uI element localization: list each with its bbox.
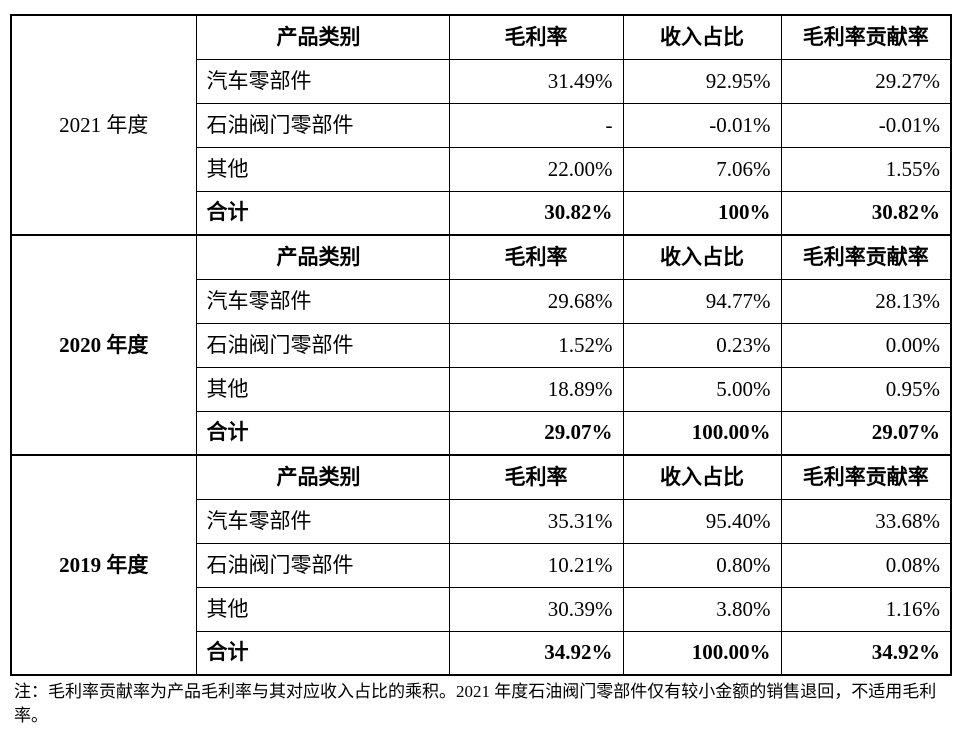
total-revenue-share: 100.00% <box>622 410 782 456</box>
revenue-share-value: 94.77% <box>622 278 782 324</box>
total-revenue-share: 100.00% <box>622 630 782 676</box>
header-contribution: 毛利率贡献率 <box>780 234 952 280</box>
header-contribution: 毛利率贡献率 <box>780 454 952 500</box>
table-row: 汽车零部件 31.49% 92.95% 29.27% <box>11 58 952 104</box>
total-row: 合计 34.92% 100.00% 34.92% <box>11 630 952 676</box>
gross-margin-value: 31.49% <box>448 58 624 104</box>
gross-margin-value: - <box>448 102 624 148</box>
header-category: 产品类别 <box>195 14 450 60</box>
header-gross-margin: 毛利率 <box>448 14 624 60</box>
gross-margin-value: 30.39% <box>448 586 624 632</box>
total-gross-margin: 34.92% <box>448 630 624 676</box>
total-contribution: 29.07% <box>780 410 952 456</box>
contribution-value: 28.13% <box>780 278 952 324</box>
total-label: 合计 <box>195 410 450 456</box>
gross-margin-contribution-table: 2021 年度 产品类别 毛利率 收入占比 毛利率贡献率 汽车零部件 31.49… <box>10 14 952 676</box>
revenue-share-value: -0.01% <box>622 102 782 148</box>
product-name: 汽车零部件 <box>195 498 450 544</box>
table-row: 汽车零部件 29.68% 94.77% 28.13% <box>11 278 952 324</box>
contribution-value: 0.08% <box>780 542 952 588</box>
total-revenue-share: 100% <box>622 190 782 236</box>
total-contribution: 34.92% <box>780 630 952 676</box>
table-row: 其他 22.00% 7.06% 1.55% <box>11 146 952 192</box>
total-gross-margin: 29.07% <box>448 410 624 456</box>
revenue-share-value: 95.40% <box>622 498 782 544</box>
product-name: 汽车零部件 <box>195 58 450 104</box>
gross-margin-value: 22.00% <box>448 146 624 192</box>
total-label: 合计 <box>195 190 450 236</box>
product-name: 石油阀门零部件 <box>195 542 450 588</box>
revenue-share-value: 0.23% <box>622 322 782 368</box>
table-footnote: 注：毛利率贡献率为产品毛利率与其对应收入占比的乘积。2021 年度石油阀门零部件… <box>14 682 937 725</box>
contribution-value: 29.27% <box>780 58 952 104</box>
revenue-share-value: 92.95% <box>622 58 782 104</box>
table-row: 石油阀门零部件 10.21% 0.80% 0.08% <box>11 542 952 588</box>
product-name: 其他 <box>195 146 450 192</box>
header-revenue-share: 收入占比 <box>622 234 782 280</box>
product-name: 石油阀门零部件 <box>195 102 450 148</box>
year-cell: 2021 年度 <box>10 14 197 236</box>
product-name: 其他 <box>195 366 450 412</box>
header-category: 产品类别 <box>195 234 450 280</box>
gross-margin-value: 35.31% <box>448 498 624 544</box>
header-revenue-share: 收入占比 <box>622 454 782 500</box>
header-contribution: 毛利率贡献率 <box>780 14 952 60</box>
header-gross-margin: 毛利率 <box>448 234 624 280</box>
year-cell: 2019 年度 <box>10 454 197 676</box>
total-label: 合计 <box>195 630 450 676</box>
contribution-value: -0.01% <box>780 102 952 148</box>
table-row: 石油阀门零部件 - -0.01% -0.01% <box>11 102 952 148</box>
product-name: 石油阀门零部件 <box>195 322 450 368</box>
revenue-share-value: 5.00% <box>622 366 782 412</box>
revenue-share-value: 0.80% <box>622 542 782 588</box>
contribution-value: 33.68% <box>780 498 952 544</box>
header-row: 2019 年度 产品类别 毛利率 收入占比 毛利率贡献率 <box>10 454 952 676</box>
gross-margin-value: 10.21% <box>448 542 624 588</box>
year-cell: 2020 年度 <box>10 234 197 456</box>
contribution-value: 1.55% <box>780 146 952 192</box>
product-name: 汽车零部件 <box>195 278 450 324</box>
gross-margin-value: 1.52% <box>448 322 624 368</box>
header-row: 2021 年度 产品类别 毛利率 收入占比 毛利率贡献率 <box>10 14 952 236</box>
total-gross-margin: 30.82% <box>448 190 624 236</box>
total-row: 合计 29.07% 100.00% 29.07% <box>11 410 952 456</box>
gross-margin-contribution-table-container: 2021 年度 产品类别 毛利率 收入占比 毛利率贡献率 汽车零部件 31.49… <box>10 14 952 728</box>
gross-margin-value: 18.89% <box>448 366 624 412</box>
revenue-share-value: 3.80% <box>622 586 782 632</box>
product-name: 其他 <box>195 586 450 632</box>
total-contribution: 30.82% <box>780 190 952 236</box>
header-row: 2020 年度 产品类别 毛利率 收入占比 毛利率贡献率 <box>10 234 952 456</box>
contribution-value: 1.16% <box>780 586 952 632</box>
gross-margin-value: 29.68% <box>448 278 624 324</box>
header-category: 产品类别 <box>195 454 450 500</box>
table-row: 其他 30.39% 3.80% 1.16% <box>11 586 952 632</box>
contribution-value: 0.00% <box>780 322 952 368</box>
revenue-share-value: 7.06% <box>622 146 782 192</box>
contribution-value: 0.95% <box>780 366 952 412</box>
header-gross-margin: 毛利率 <box>448 454 624 500</box>
header-revenue-share: 收入占比 <box>622 14 782 60</box>
